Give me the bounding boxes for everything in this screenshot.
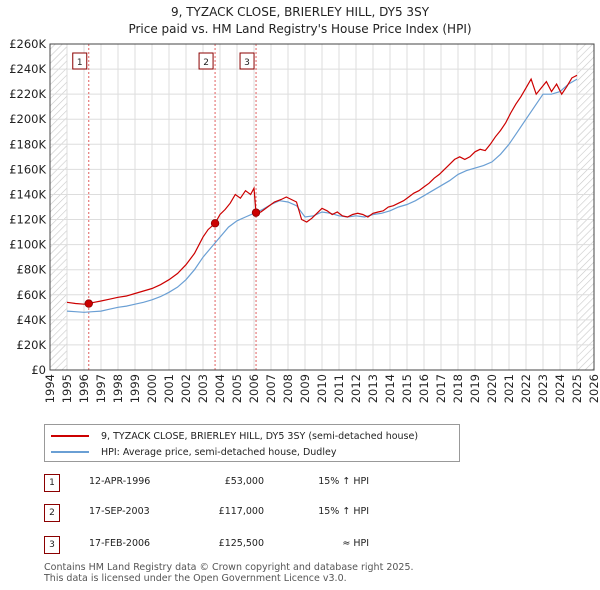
price-chart: 9, TYZACK CLOSE, BRIERLEY HILL, DY5 3SY …: [9, 5, 600, 403]
sale-point: [210, 219, 220, 228]
x-tick-label: 1999: [128, 374, 142, 403]
transaction-hpi-delta: 15% ↑ HPI: [318, 506, 369, 517]
x-tick-label: 2004: [213, 374, 227, 403]
transaction-row: 2 17-SEP-2003 £117,000 15% ↑ HPI: [44, 504, 374, 522]
y-tick-label: £60K: [17, 288, 47, 302]
y-tick-label: £260K: [9, 37, 46, 51]
sale-marker-number: 1: [77, 58, 83, 68]
y-tick-label: £20K: [17, 338, 47, 352]
x-tick-label: 2016: [417, 374, 431, 403]
x-tick-label: 2025: [570, 374, 584, 403]
chart-subtitle: Price paid vs. HM Land Registry's House …: [128, 22, 471, 36]
legend-swatch-hpi: [51, 451, 89, 453]
legend: 9, TYZACK CLOSE, BRIERLEY HILL, DY5 3SY …: [44, 424, 460, 462]
y-tick-label: £80K: [17, 263, 47, 277]
y-tick-label: £220K: [9, 87, 46, 101]
transaction-number: 1: [44, 474, 60, 492]
x-axis: 1994 1995 1996 1997 1998 1999 2000 2001 2002 2003…: [43, 374, 600, 403]
x-tick-label: 1996: [77, 374, 91, 403]
property-price-line: [66, 74, 578, 305]
x-tick-label: 2017: [434, 374, 448, 403]
hpi-line: [66, 78, 578, 313]
x-tick-label: 1998: [111, 374, 125, 403]
sale-point: [84, 299, 93, 308]
y-tick-label: £200K: [9, 112, 46, 126]
sale-points: [84, 208, 261, 308]
legend-item-hpi: HPI: Average price, semi-detached house,…: [51, 445, 336, 459]
x-tick-label: 1997: [94, 374, 108, 403]
y-tick-label: £160K: [9, 162, 46, 176]
x-tick-label: 2026: [587, 374, 600, 403]
y-tick-label: £180K: [9, 137, 46, 151]
chart-title: 9, TYZACK CLOSE, BRIERLEY HILL, DY5 3SY: [171, 5, 430, 19]
legend-item-property: 9, TYZACK CLOSE, BRIERLEY HILL, DY5 3SY …: [51, 429, 418, 443]
x-tick-label: 2013: [366, 374, 380, 403]
x-tick-label: 2020: [485, 374, 499, 403]
x-tick-label: 2019: [468, 374, 482, 403]
x-tick-label: 2015: [400, 374, 414, 403]
transaction-hpi-delta: ≈ HPI: [342, 538, 369, 549]
y-tick-label: £40K: [17, 313, 47, 327]
grid: [49, 43, 595, 371]
sale-marker-number: 2: [203, 58, 209, 68]
y-tick-label: £240K: [9, 62, 46, 76]
y-axis: £0 £20K £40K £60K £80K £100K £120K £140K £160K £1…: [9, 37, 46, 377]
x-tick-label: 2021: [502, 374, 516, 403]
transaction-row: 1 12-APR-1996 £53,000 15% ↑ HPI: [44, 474, 374, 492]
sale-marker-box: [239, 52, 255, 70]
legend-label-property: 9, TYZACK CLOSE, BRIERLEY HILL, DY5 3SY …: [101, 430, 419, 442]
transaction-date: 12-APR-1996: [89, 476, 151, 487]
hatch-region-after: [577, 44, 594, 370]
x-tick-label: 2023: [536, 374, 550, 403]
x-tick-label: 2001: [162, 374, 176, 403]
transaction-hpi-delta: 15% ↑ HPI: [318, 476, 369, 487]
legend-swatch-property: [51, 435, 89, 437]
x-tick-label: 2011: [332, 374, 346, 403]
transaction-row: 3 17-FEB-2006 £125,500 ≈ HPI: [44, 536, 374, 554]
x-tick-label: 2012: [349, 374, 363, 403]
transaction-date: 17-FEB-2006: [89, 538, 151, 549]
sale-markers: 1 2 3: [72, 44, 257, 370]
x-tick-label: 2009: [298, 374, 312, 403]
y-tick-label: £100K: [9, 238, 46, 252]
sale-marker-box: [198, 52, 214, 70]
x-tick-label: 2018: [451, 374, 465, 403]
hatch-region-before: [50, 44, 67, 370]
x-tick-label: 2007: [264, 374, 278, 403]
x-tick-label: 1994: [43, 374, 57, 403]
x-tick-label: 2002: [179, 374, 193, 403]
x-tick-label: 2006: [247, 374, 261, 403]
sale-marker-number: 3: [244, 58, 250, 68]
sale-marker-box: [72, 52, 88, 70]
x-tick-label: 2000: [145, 374, 159, 403]
transaction-price: £117,000: [218, 506, 264, 517]
x-tick-label: 2022: [519, 374, 533, 403]
x-tick-label: 1995: [60, 374, 74, 403]
y-tick-label: £140K: [9, 187, 46, 201]
y-tick-label: £120K: [9, 213, 46, 227]
x-tick-label: 2010: [315, 374, 329, 403]
x-tick-label: 2024: [553, 374, 567, 403]
x-tick-label: 2003: [196, 374, 210, 403]
transaction-number: 3: [44, 536, 60, 554]
legend-label-hpi: HPI: Average price, semi-detached house,…: [101, 446, 337, 458]
y-tick-label: £0: [31, 363, 46, 377]
transaction-price: £125,500: [218, 538, 264, 549]
x-tick-label: 2014: [383, 374, 397, 403]
footer: Contains HM Land Registry data © Crown c…: [44, 562, 414, 584]
footer-licence: This data is licensed under the Open Gov…: [44, 573, 347, 584]
sale-point: [251, 208, 261, 217]
transaction-date: 17-SEP-2003: [89, 506, 150, 517]
x-tick-label: 2008: [281, 374, 295, 403]
footer-copyright: Contains HM Land Registry data © Crown c…: [44, 562, 414, 573]
transaction-number: 2: [44, 504, 60, 522]
x-tick-label: 2005: [230, 374, 244, 403]
transaction-price: £53,000: [224, 476, 264, 487]
plot-frame: [49, 43, 595, 371]
